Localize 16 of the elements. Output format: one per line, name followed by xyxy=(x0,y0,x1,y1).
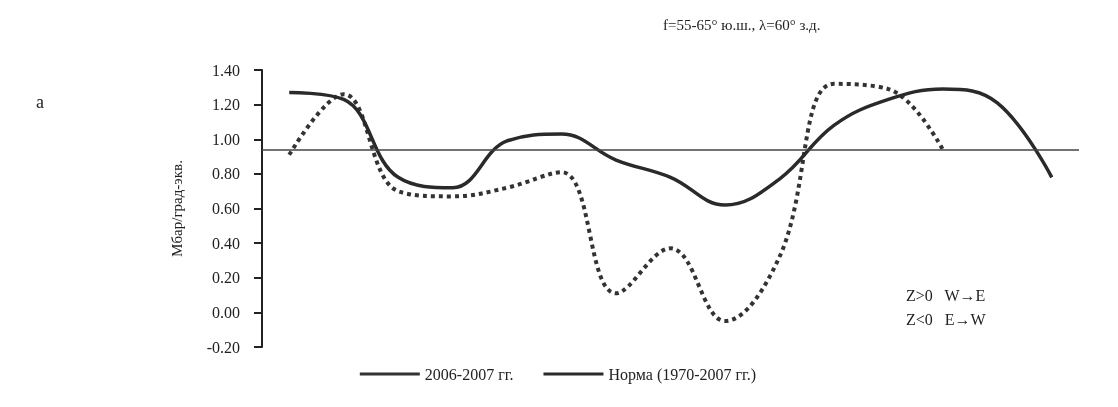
y-tick-label: -0.20 xyxy=(206,338,240,356)
y-tick-label: 0.60 xyxy=(212,200,240,217)
y-tick-label: 0.00 xyxy=(212,303,240,321)
y-tick-label: 0.20 xyxy=(212,269,240,287)
legend-label: Норма (1970-2007 гг.) xyxy=(608,365,757,384)
y-tick-label: 1.40 xyxy=(212,61,240,79)
chart-title: f=55-65° ю.ш., λ=60° з.д. xyxy=(663,16,821,33)
y-tick-label: 0.40 xyxy=(212,234,240,252)
y-tick-label: 0.80 xyxy=(212,165,240,183)
y-tick-label: 1.00 xyxy=(212,130,240,148)
y-tick-label: 1.20 xyxy=(212,96,240,114)
legend-label: 2006-2007 гг. xyxy=(424,365,514,383)
y-axis-title: Мбар/град-экв. xyxy=(168,160,185,257)
text: а xyxy=(36,92,44,112)
annotation: Z<0 E→W xyxy=(906,310,987,328)
annotation: Z>0 W→E xyxy=(906,286,986,304)
